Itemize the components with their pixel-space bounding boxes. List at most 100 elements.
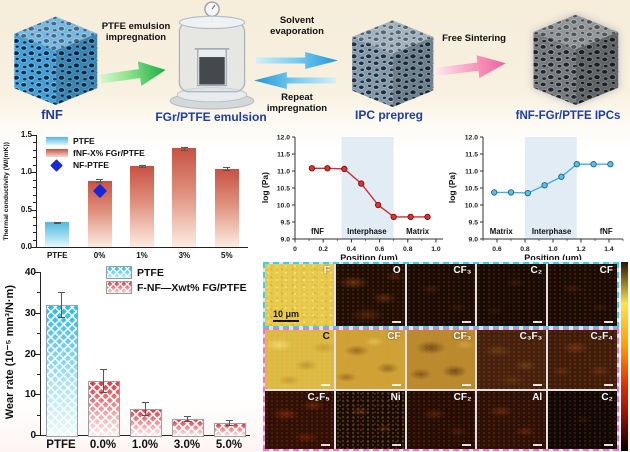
error-cap xyxy=(53,223,61,225)
wear-rate-chart: Wear rate (10⁻⁵ mm³/N·m) PTFE F-NF—Xwt% … xyxy=(0,262,258,452)
error-cap xyxy=(53,221,61,223)
region-label-matrix: Matrix xyxy=(490,227,514,236)
fgr-ptfe-swatch-icon xyxy=(46,149,68,157)
error-bar xyxy=(145,402,146,416)
caption-ipc-prepreg: IPC prepreg xyxy=(354,108,423,122)
y-tick-label: 12.0 xyxy=(277,134,290,141)
x-category-label: 1.0% xyxy=(131,439,159,451)
edx-panel-C₃F₃: C₃F₃ xyxy=(477,330,547,389)
scale-bar-icon xyxy=(604,321,613,323)
scale-bar-icon xyxy=(533,321,543,323)
y-tick-label: 10.0 xyxy=(277,202,290,209)
data-point xyxy=(407,213,414,221)
edx-panel-label: CF₃ xyxy=(453,265,472,276)
data-point xyxy=(590,161,597,168)
interphase-shaded-band xyxy=(341,137,394,239)
error-cap xyxy=(96,182,104,184)
data-point xyxy=(341,165,348,173)
data-point xyxy=(390,213,397,221)
free-sintering-arrow-icon xyxy=(435,52,507,83)
error-cap xyxy=(57,292,65,294)
bar-3% xyxy=(172,148,197,247)
error-cap xyxy=(225,420,233,422)
x-category-label: PTFE xyxy=(46,439,76,451)
edx-panel-Ni: Ni xyxy=(335,390,405,449)
x-tick-label: 1.0 xyxy=(431,246,441,253)
thermal-y-axis-label: Thermal conductivity (W/(mK)) xyxy=(3,141,10,241)
fg-ptfe-hatch-swatch-icon xyxy=(106,281,132,294)
bar-PTFE xyxy=(45,222,70,247)
y-tick-label: 11.0 xyxy=(277,168,290,175)
y-minor-tick xyxy=(37,292,40,294)
modulus-line-plot-red: 9.0 9.5 10.0 10.5 11.0 11.5 12.0 0 0.2 0.4 0.6 0.8 1… xyxy=(277,134,443,263)
x-category-label: 0% xyxy=(93,251,106,260)
error-cap xyxy=(99,369,107,371)
y-minor-tick xyxy=(33,149,36,151)
edx-panel-label: CF xyxy=(387,331,401,342)
x-category-label: 5% xyxy=(221,251,233,260)
y-tick-label: 0.5 xyxy=(20,204,32,214)
error-bar xyxy=(99,179,101,183)
edx-panel-C₂: C₂ xyxy=(477,264,547,326)
x-tick-label: 0.8 xyxy=(403,246,413,253)
caption-fnf: fNF xyxy=(41,107,63,122)
legend-item-nf-ptfe: NF-PTFE xyxy=(46,158,145,172)
scale-bar-icon xyxy=(391,321,401,323)
y-minor-tick xyxy=(33,247,36,248)
edx-panel-Al: Al xyxy=(477,390,547,449)
y-minor-tick xyxy=(33,164,36,166)
legend-item-fnf-fg-ptfe: F-NF—Xwt% FG/PTFE xyxy=(106,281,247,294)
logpa-y-axis-label-right: log (Pa) xyxy=(447,172,457,204)
emulsion-liquid xyxy=(199,57,225,85)
edx-panel-label: Ni xyxy=(390,391,401,403)
interphase-shaded-band xyxy=(525,137,577,239)
scale-bar-icon xyxy=(462,383,472,386)
error-cap xyxy=(223,170,231,172)
solvent-evaporation-arrow-icon xyxy=(256,52,338,69)
error-cap xyxy=(183,416,191,418)
x-category-label: 5.0% xyxy=(215,439,243,451)
y-tick-label: 30 xyxy=(24,307,36,319)
data-point xyxy=(308,165,316,172)
modulus-chart-fnf-to-matrix: log (Pa) 9.0 9.5 10.0 10.5 11.0 11.5 12.0 0 0.2 0… xyxy=(260,128,448,263)
emulsion-vessel xyxy=(169,1,255,110)
scale-bar-icon xyxy=(391,444,401,446)
caption-fgr-ptfe-emulsion: FGr/PTFE emulsion xyxy=(155,110,267,124)
error-cap xyxy=(180,149,188,151)
error-cap xyxy=(96,179,104,181)
y-tick-label: 9.0 xyxy=(469,236,479,243)
fnf-foam-cube xyxy=(14,16,98,106)
y-minor-tick xyxy=(33,179,36,181)
y-minor-tick xyxy=(33,217,36,219)
data-point xyxy=(541,182,548,189)
y-minor-tick xyxy=(33,209,36,211)
x-tick-label: 0.2 xyxy=(318,246,328,253)
repeat-impregnation-arrow-icon xyxy=(254,72,336,89)
data-point xyxy=(324,165,331,172)
legend-label: NF-PTFE xyxy=(73,160,109,170)
x-tick-label: 1.4 xyxy=(604,246,614,253)
y-tick-label: 9.0 xyxy=(281,236,291,243)
edx-panel-C₂F₅: C₂F₅ xyxy=(265,390,334,449)
y-minor-tick xyxy=(37,312,40,314)
region-label-interphase: Interphase xyxy=(347,227,387,236)
y-minor-tick xyxy=(37,394,40,396)
y-tick-label: 1.5 xyxy=(20,130,32,139)
edx-panel-label: C₂F₅ xyxy=(307,391,330,403)
scale-bar-icon xyxy=(320,444,330,446)
region-label-interphase: Interphase xyxy=(532,227,572,236)
edx-panel-label: C₂ xyxy=(530,265,543,276)
bar-0.0% xyxy=(88,380,120,437)
y-tick-label: 12.0 xyxy=(465,134,478,141)
scale-bar-label: 10 μm xyxy=(273,309,300,322)
bar-1% xyxy=(130,166,154,247)
sintered-ipcs-cube xyxy=(533,14,619,106)
data-point xyxy=(424,213,431,221)
y-minor-tick xyxy=(37,333,40,335)
bar-1.0% xyxy=(130,408,162,437)
impregnation-arrow-label: PTFE emulsion impregnation xyxy=(101,21,171,43)
legend-item-fgr-ptfe: fNF-X% FGr/PTFE xyxy=(46,148,145,158)
error-bar xyxy=(226,167,228,171)
error-bar xyxy=(229,420,230,426)
